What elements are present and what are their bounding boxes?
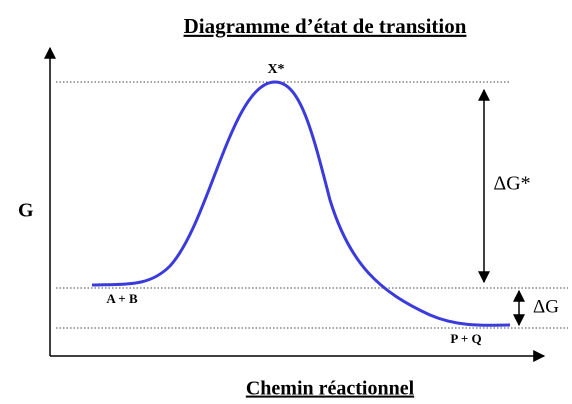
x-axis-label: Chemin réactionnel <box>246 378 415 400</box>
reactants-label: A + B <box>106 291 138 306</box>
activation-label: ΔG* <box>493 173 530 195</box>
energy-curve <box>91 80 511 327</box>
products-label: P + Q <box>450 331 481 346</box>
transition-state-label: X* <box>267 62 284 77</box>
reaction-energy-label: ΔG <box>533 296 559 317</box>
y-axis-label: G <box>18 200 34 222</box>
title: Diagramme d’état de transition <box>184 14 467 38</box>
